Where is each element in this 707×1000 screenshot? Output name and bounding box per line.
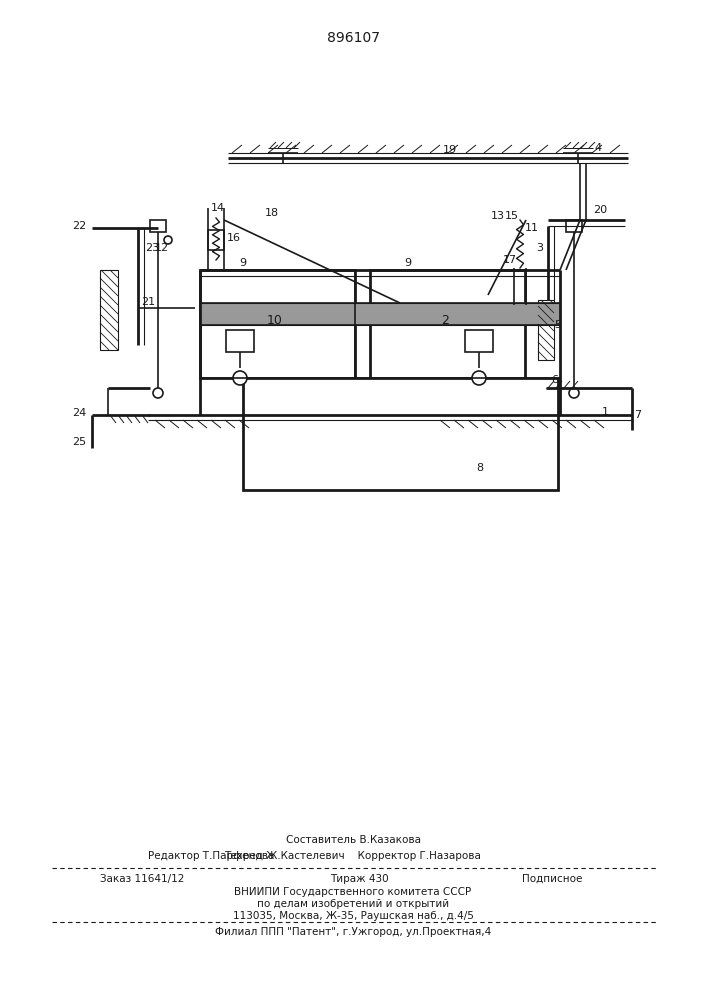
Bar [200, 270, 355, 378]
Text: 16: 16 [227, 233, 241, 243]
Text: 113035, Москва, Ж-35, Раушская наб., д.4/5: 113035, Москва, Ж-35, Раушская наб., д.4… [233, 911, 474, 921]
Bar [566, 220, 582, 232]
Circle shape [569, 388, 579, 398]
Bar [538, 300, 554, 360]
Text: 896107: 896107 [327, 31, 380, 45]
Bar [243, 378, 558, 490]
Text: 23: 23 [145, 243, 159, 253]
Text: 4: 4 [595, 143, 602, 153]
Text: 24: 24 [71, 408, 86, 418]
Text: 9: 9 [240, 258, 247, 268]
Text: 18: 18 [265, 208, 279, 218]
Text: Техред Ж.Кастелевич    Корректор Г.Назарова: Техред Ж.Кастелевич Корректор Г.Назарова [225, 851, 481, 861]
Bar [100, 270, 118, 350]
Text: по делам изобретений и открытий: по делам изобретений и открытий [257, 899, 449, 909]
Text: Подписное: Подписное [522, 874, 583, 884]
Bar [208, 230, 224, 250]
Text: Составитель В.Казакова: Составитель В.Казакова [286, 835, 421, 845]
Text: 25: 25 [72, 437, 86, 447]
Text: Филиал ППП "Патент", г.Ужгород, ул.Проектная,4: Филиал ППП "Патент", г.Ужгород, ул.Проек… [215, 927, 491, 937]
Text: 12: 12 [155, 243, 169, 253]
Bar [370, 270, 525, 378]
Bar [200, 303, 560, 325]
Bar [150, 220, 166, 232]
Text: ВНИИПИ Государственного комитета СССР: ВНИИПИ Государственного комитета СССР [235, 887, 472, 897]
Text: 1: 1 [602, 407, 609, 417]
Text: 7: 7 [634, 410, 641, 420]
Text: Заказ 11641/12: Заказ 11641/12 [100, 874, 185, 884]
Bar [226, 330, 254, 352]
Text: 9: 9 [404, 258, 411, 268]
Circle shape [153, 388, 163, 398]
Text: 8: 8 [477, 463, 484, 473]
Text: Редактор Т.Парфенова: Редактор Т.Парфенова [148, 851, 274, 861]
Text: Тираж 430: Тираж 430 [330, 874, 389, 884]
Text: 19: 19 [443, 145, 457, 155]
Text: 14: 14 [211, 203, 225, 213]
Text: 6: 6 [551, 375, 559, 385]
Text: 22: 22 [71, 221, 86, 231]
Text: 21: 21 [141, 297, 155, 307]
Text: 13: 13 [491, 211, 505, 221]
Text: 3: 3 [537, 243, 544, 253]
Text: 17: 17 [503, 255, 517, 265]
Text: 2: 2 [441, 314, 449, 326]
Circle shape [233, 371, 247, 385]
Text: 15: 15 [505, 211, 519, 221]
Text: 5: 5 [554, 320, 561, 330]
Bar [465, 330, 493, 352]
Text: 10: 10 [267, 314, 283, 326]
Text: 11: 11 [525, 223, 539, 233]
Text: 20: 20 [593, 205, 607, 215]
Circle shape [472, 371, 486, 385]
Circle shape [164, 236, 172, 244]
